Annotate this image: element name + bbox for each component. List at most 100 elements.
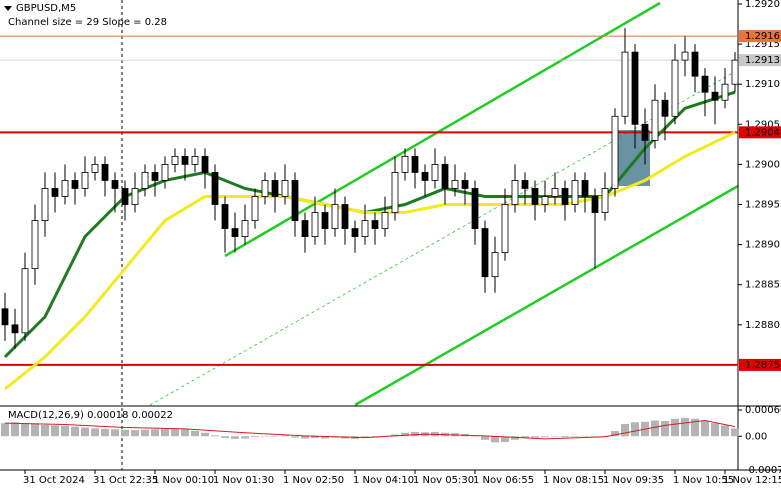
candle-body <box>341 204 349 229</box>
macd-bar <box>51 425 59 437</box>
macd-bar <box>241 436 249 439</box>
candle-body <box>1 308 9 326</box>
candle-body <box>641 123 649 141</box>
candle-body <box>471 188 479 229</box>
chart-title: GBPUSD,M5 <box>16 3 76 14</box>
macd-bar <box>601 435 609 437</box>
macd-bar <box>481 436 489 440</box>
macd-bar <box>131 430 139 437</box>
macd-bar <box>211 435 219 437</box>
candle-body <box>101 164 109 181</box>
candle-body <box>31 220 39 270</box>
macd-bar <box>101 428 109 437</box>
candle-body <box>371 220 379 229</box>
macd-bar <box>611 431 619 437</box>
macd-bar <box>681 417 689 437</box>
macd-bar <box>661 420 669 437</box>
macd-bar <box>231 436 239 439</box>
candle-body <box>671 59 679 117</box>
candle-body <box>411 155 419 173</box>
macd-bar <box>21 423 29 437</box>
candle-body <box>161 164 169 181</box>
candle-body <box>91 164 99 173</box>
macd-bar <box>1 423 9 437</box>
candle-body <box>61 180 69 197</box>
y-tick-label: 1.2915 <box>745 39 780 50</box>
macd-bar <box>61 425 69 437</box>
macd-bar <box>301 436 309 439</box>
candle-body <box>141 172 149 189</box>
candle-body <box>361 220 369 237</box>
candle-body <box>381 212 389 229</box>
level-label: 1.2875 <box>745 360 780 371</box>
candle-body <box>311 212 319 237</box>
macd-bar <box>121 429 129 437</box>
y-tick-label: 1.2910 <box>745 79 780 90</box>
macd-bar <box>591 436 599 437</box>
y-tick-label: 1.2880 <box>745 320 780 331</box>
x-tick-label: 1 Nov 05:30 <box>413 475 474 486</box>
candle-body <box>461 180 469 189</box>
x-tick-label: 31 Oct 22:35 <box>93 475 158 486</box>
candle-body <box>661 99 669 117</box>
candle-body <box>221 204 229 229</box>
candle-body <box>71 180 79 189</box>
x-tick-label: 1 Nov 12:15 <box>723 475 781 486</box>
candle-body <box>551 188 559 197</box>
candle-body <box>21 268 29 334</box>
macd-bar <box>711 423 719 437</box>
candle-body <box>501 204 509 254</box>
macd-bar <box>201 432 209 437</box>
level-label-box <box>739 126 781 139</box>
macd-bar <box>491 436 499 443</box>
y-tick-label: 1.2890 <box>745 240 780 251</box>
macd-bar <box>731 428 739 437</box>
macd-bar <box>571 436 579 437</box>
candle-body <box>391 172 399 213</box>
candle-body <box>271 180 279 197</box>
level-label: 1.2904 <box>745 127 780 138</box>
level-label-box <box>739 30 781 43</box>
macd-bar <box>181 429 189 437</box>
level-label-box <box>739 358 781 371</box>
candle-body <box>711 91 719 101</box>
y-tick-label: 1.2905 <box>745 119 780 130</box>
candle-body <box>351 228 359 237</box>
candle-body <box>631 51 639 125</box>
macd-bar <box>581 435 589 437</box>
level-label: 1.2913 <box>745 55 780 66</box>
macd-bar <box>11 422 19 437</box>
macd-bar <box>261 435 269 437</box>
candle-body <box>731 59 739 85</box>
macd-bar <box>91 428 99 437</box>
level-label-box <box>739 54 781 67</box>
candle-body <box>531 188 539 205</box>
macd-bar <box>561 436 569 438</box>
menu-arrow <box>4 6 12 11</box>
x-tick-label: 1 Nov 00:10 <box>153 475 214 486</box>
x-tick-label: 1 Nov 04:10 <box>353 475 414 486</box>
x-tick-label: 1 Nov 01:30 <box>213 475 274 486</box>
channel-middle <box>149 69 739 406</box>
macd-bar <box>141 429 149 437</box>
candle-body <box>561 188 569 205</box>
x-tick-label: 1 Nov 02:50 <box>283 475 344 486</box>
x-tick-label: 1 Nov 06:55 <box>473 475 534 486</box>
macd-bar <box>81 427 89 437</box>
candle-body <box>431 164 439 181</box>
candle-body <box>491 252 499 278</box>
macd-bar <box>691 418 699 437</box>
candle-body <box>481 228 489 278</box>
y-tick-label: 1.2895 <box>745 200 780 211</box>
macd-bar <box>651 420 659 437</box>
candle-body <box>231 228 239 237</box>
candle-body <box>621 51 629 117</box>
candle-body <box>451 180 459 189</box>
candle-body <box>11 324 19 334</box>
macd-bar <box>621 424 629 437</box>
candle-body <box>201 155 209 173</box>
chart-subtitle: Channel size = 29 Slope = 0.28 <box>8 17 167 28</box>
candle-body <box>541 196 549 205</box>
